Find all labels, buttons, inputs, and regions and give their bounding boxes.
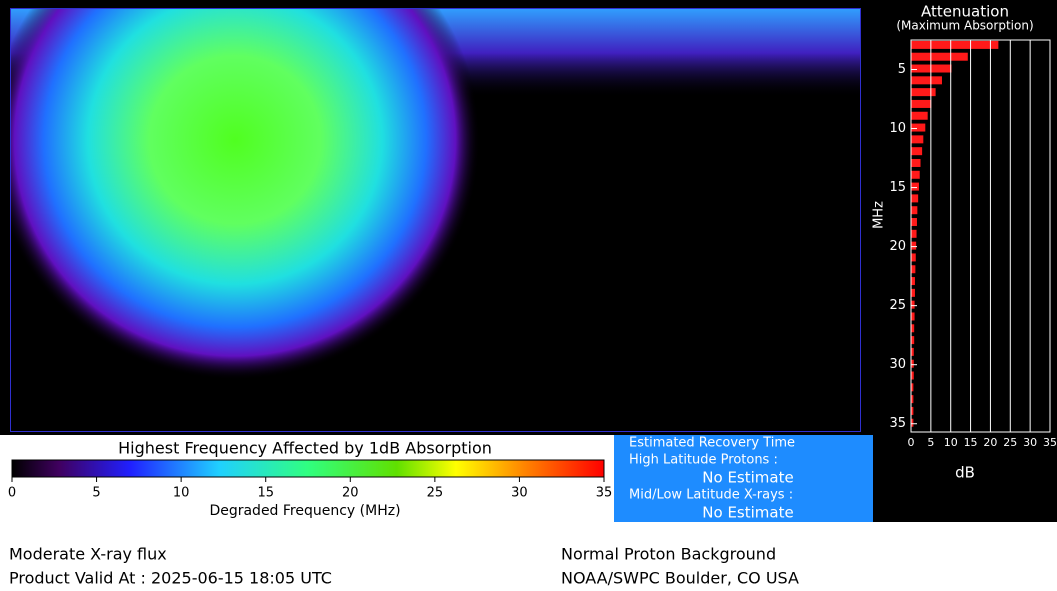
bar xyxy=(911,88,936,97)
bar xyxy=(911,194,919,203)
bar xyxy=(911,147,923,156)
bar xyxy=(911,135,924,144)
absorption-map xyxy=(10,8,861,432)
bar xyxy=(911,359,914,368)
bar xyxy=(911,40,999,49)
y-tick-label: 30 xyxy=(889,357,906,372)
bar xyxy=(911,158,921,167)
y-tick-label: 20 xyxy=(889,239,906,254)
bar xyxy=(911,111,928,120)
bar xyxy=(911,418,914,427)
bar xyxy=(911,277,915,286)
colorbar-title: Highest Frequency Affected by 1dB Absorp… xyxy=(118,439,492,458)
colorbar-tick-label: 10 xyxy=(173,486,190,501)
bar xyxy=(911,371,914,380)
bar xyxy=(911,324,915,333)
colorbar-tick-label: 15 xyxy=(257,486,274,501)
bar xyxy=(911,99,932,108)
recovery-label: High Latitude Protons : xyxy=(629,453,778,468)
colorbar-tick-label: 5 xyxy=(92,486,100,501)
y-tick-label: 35 xyxy=(889,416,906,431)
x-tick-label: 5 xyxy=(927,436,934,449)
recovery-title: Estimated Recovery Time xyxy=(629,436,795,451)
bar xyxy=(911,347,914,356)
x-axis-label: dB xyxy=(955,464,975,482)
colorbar-label: Degraded Frequency (MHz) xyxy=(209,503,400,519)
x-tick-label: 35 xyxy=(1043,436,1057,449)
colorbar xyxy=(11,459,605,478)
bar xyxy=(911,182,919,191)
x-tick-label: 25 xyxy=(1003,436,1017,449)
y-axis-label: MHz xyxy=(872,201,887,229)
recovery-value: No Estimate xyxy=(702,469,793,487)
bar xyxy=(911,241,917,250)
footer-text: Moderate X-ray flux xyxy=(9,545,167,564)
bar xyxy=(911,288,915,297)
x-tick-label: 30 xyxy=(1023,436,1037,449)
panel-background xyxy=(873,0,1057,522)
bar xyxy=(911,253,916,262)
bar xyxy=(911,300,915,309)
bar xyxy=(911,206,918,215)
footer-text: Product Valid At : 2025-06-15 18:05 UTC xyxy=(9,569,332,588)
plot-frame xyxy=(910,39,1051,433)
x-tick-label: 10 xyxy=(944,436,958,449)
x-tick-label: 15 xyxy=(964,436,978,449)
y-tick-label: 10 xyxy=(889,121,906,136)
y-tick-label: 25 xyxy=(889,298,906,313)
recovery-value: No Estimate xyxy=(702,504,793,522)
bar xyxy=(911,312,915,321)
bar xyxy=(911,229,917,238)
recovery-box xyxy=(614,435,873,522)
recovery-label: Mid/Low Latitude X-rays : xyxy=(629,488,793,503)
chart-title: Attenuation xyxy=(921,3,1009,21)
bar xyxy=(911,52,968,61)
colorbar-tick-label: 0 xyxy=(8,486,16,501)
colorbar-tick-label: 25 xyxy=(427,486,444,501)
chart-subtitle: (Maximum Absorption) xyxy=(896,19,1033,33)
bar xyxy=(911,76,942,85)
bar xyxy=(911,170,920,179)
y-tick-label: 5 xyxy=(898,62,906,77)
bar xyxy=(911,265,916,274)
bar xyxy=(911,123,926,132)
x-tick-label: 0 xyxy=(908,436,915,449)
bar xyxy=(911,383,914,392)
bar xyxy=(911,395,914,404)
colorbar-tick-label: 35 xyxy=(596,486,613,501)
absorption-region xyxy=(10,8,480,380)
y-tick-label: 15 xyxy=(889,180,906,195)
footer-text: NOAA/SWPC Boulder, CO USA xyxy=(561,569,799,588)
bar xyxy=(911,218,917,227)
bar xyxy=(911,336,915,345)
colorbar-tick-label: 30 xyxy=(511,486,528,501)
x-tick-label: 20 xyxy=(983,436,997,449)
colorbar-tick-label: 20 xyxy=(342,486,359,501)
footer-text: Normal Proton Background xyxy=(561,545,776,564)
bar xyxy=(911,406,914,415)
